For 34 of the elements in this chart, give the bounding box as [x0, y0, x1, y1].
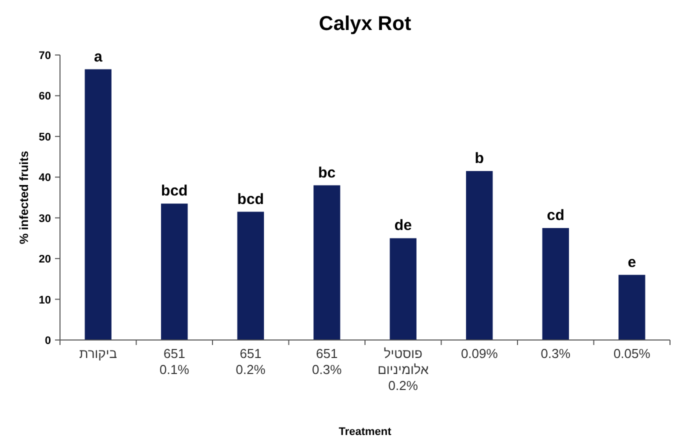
- annotation: b: [474, 150, 484, 168]
- bar: [466, 171, 493, 340]
- annotation: de: [394, 217, 412, 234]
- bar: [390, 238, 416, 340]
- bar: [542, 228, 569, 340]
- y-tick-label: 10: [38, 294, 51, 306]
- bar: [237, 212, 264, 340]
- annotation: e: [628, 254, 636, 271]
- bar: [314, 185, 340, 340]
- annotation: bcd: [161, 182, 188, 200]
- y-axis-title: % infected fruits: [17, 150, 31, 244]
- annotation: bcd: [237, 190, 264, 208]
- annotation: cd: [546, 207, 564, 224]
- bar: [618, 274, 646, 340]
- x-tick-label: 651 0.1%: [160, 346, 190, 377]
- y-tick-label: 70: [38, 50, 51, 62]
- x-tick-label: 0.09%: [460, 346, 498, 361]
- x-tick-label: 0.3%: [540, 346, 571, 361]
- bar: [84, 69, 112, 340]
- y-tick-label: 20: [38, 254, 51, 266]
- x-tick-label: 651 0.3%: [312, 346, 342, 377]
- x-tick-label: ביקורת: [79, 346, 118, 361]
- x-tick-label: 651 0.2%: [236, 346, 266, 377]
- y-tick-label: 50: [38, 131, 51, 144]
- x-tick-label: 0.05%: [613, 346, 651, 361]
- y-tick-label: 60: [38, 90, 51, 103]
- chart-title: Calyx Rot: [318, 13, 412, 35]
- annotation: a: [94, 48, 103, 66]
- y-tick-label: 30: [38, 212, 51, 225]
- x-axis-title: Treatment: [338, 426, 392, 438]
- bar: [161, 204, 188, 340]
- annotation: bc: [318, 164, 336, 182]
- y-tick-label: 0: [44, 335, 51, 347]
- y-tick-label: 40: [38, 172, 51, 184]
